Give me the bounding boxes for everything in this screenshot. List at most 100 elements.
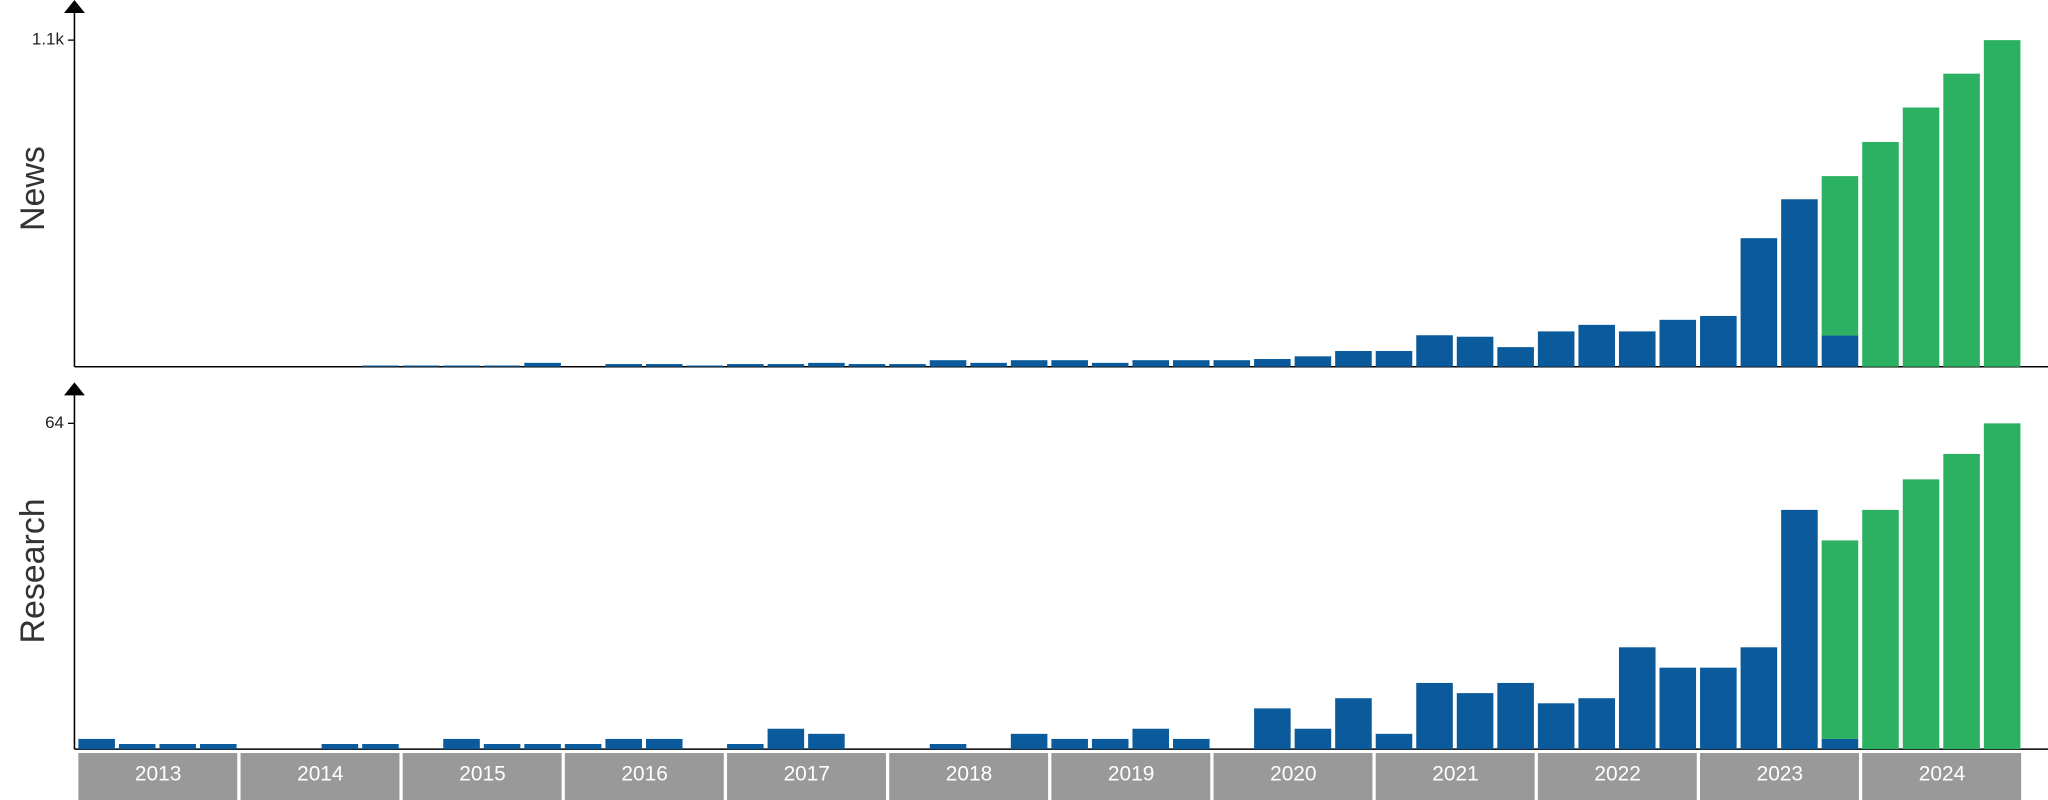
year-box [1537,753,1697,800]
bar [1173,738,1210,750]
bar [645,738,683,750]
bar [1091,738,1129,750]
bar [727,364,764,367]
bar [808,733,845,750]
bar [1618,331,1656,367]
bar [1862,509,1899,750]
year-box [402,753,562,800]
bar [1416,335,1453,367]
bar [564,744,602,750]
year-box [240,753,400,800]
bar [889,364,926,367]
bar [1294,728,1332,750]
year-box [1213,753,1373,800]
bar [1862,141,1899,367]
year-box [78,753,238,800]
y-axis-label: News [14,146,52,231]
bar [605,364,642,367]
bar [1659,319,1697,367]
x-group-label: 2018 [946,763,992,786]
bar [1659,667,1697,750]
bar [808,362,845,367]
bar [362,365,399,367]
bar [1618,647,1656,750]
bar [1983,40,2021,367]
bar [1091,362,1129,367]
x-group-label: 2014 [297,763,343,786]
x-group-label: 2016 [621,763,667,786]
bar [1537,331,1575,367]
x-group-label: 2022 [1594,763,1640,786]
bar [1051,360,1088,367]
year-box [889,753,1049,800]
x-group-label: 2023 [1757,763,1803,786]
year-box [564,753,724,800]
bar [483,744,521,750]
bar [321,744,359,750]
bar [159,744,197,750]
bar [1456,336,1494,367]
bar [483,365,521,367]
bar [1375,733,1413,750]
y-tick-label: 64 [45,413,64,432]
year-box [1862,753,2022,800]
bar [1335,698,1372,750]
bar [1051,738,1088,750]
x-group-label: 2020 [1270,763,1316,786]
bar [1700,667,1737,750]
bar [524,362,561,367]
bar [1578,698,1615,750]
bar [605,738,642,750]
bar [1497,347,1534,367]
bar [1537,703,1575,750]
bar [767,364,805,367]
year-box [1051,753,1211,800]
x-group-label: 2013 [135,763,181,786]
bar [78,738,115,750]
bar [402,365,440,367]
bar [1456,693,1494,750]
bar [1416,682,1453,750]
bar [929,744,967,750]
bar [1294,356,1332,367]
bar [1700,315,1737,367]
x-group-label: 2024 [1919,763,1965,786]
bar [1821,335,1859,367]
bar [443,365,480,367]
year-box [1700,753,1859,800]
bar [1781,509,1818,750]
bar [645,364,683,367]
bar [199,744,237,750]
bar [1010,733,1048,750]
y-axis-label: Research [14,498,52,643]
bar [1497,682,1534,750]
bar [767,728,805,750]
bar [1902,107,1940,367]
bar [524,744,561,750]
bar [1010,360,1048,367]
bar [727,744,764,750]
x-group-label: 2017 [784,763,830,786]
bar [1578,324,1615,367]
x-group-label: 2015 [459,763,505,786]
bar [686,365,724,367]
bar [1821,176,1859,336]
x-group-label: 2021 [1432,763,1478,786]
bar [1335,350,1372,367]
bar [1254,359,1291,367]
bar [1781,199,1818,367]
axis-arrow [64,382,85,396]
bar [1173,360,1210,367]
bar [1821,738,1859,750]
bar [1983,423,2021,750]
bar [443,738,480,750]
year-box [1375,753,1535,800]
year-box [727,753,886,800]
bar [1132,360,1170,367]
bar [1740,647,1778,750]
bar [1132,728,1170,750]
bar [362,744,399,750]
bar [1821,540,1859,739]
y-tick-label: 1.1k [32,30,65,49]
